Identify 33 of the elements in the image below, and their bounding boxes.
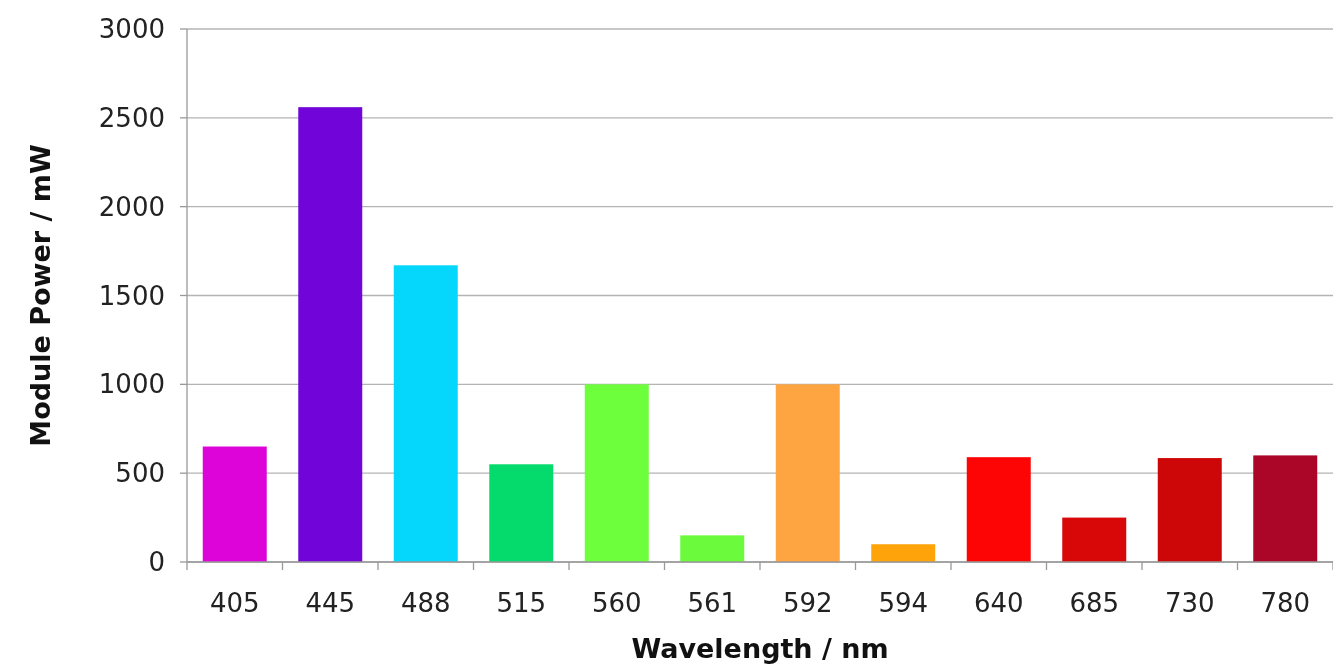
x-tick-label: 561 <box>687 588 738 618</box>
x-tick-label: 780 <box>1260 588 1311 618</box>
y-tick-label: 2500 <box>98 102 165 133</box>
x-tick-label: 515 <box>496 588 547 618</box>
y-tick-label: 1500 <box>98 280 165 311</box>
bar <box>298 107 363 562</box>
y-tick-label: 500 <box>115 458 165 489</box>
x-tick-label: 488 <box>400 588 451 618</box>
bar <box>1253 455 1318 562</box>
bar <box>680 535 745 562</box>
x-tick-label: 640 <box>973 588 1024 618</box>
bar <box>775 384 840 562</box>
x-axis-title: Wavelength / nm <box>631 633 889 664</box>
x-tick-label: 445 <box>305 588 356 618</box>
y-tick-label: 0 <box>148 547 165 578</box>
x-tick-label: 685 <box>1069 588 1120 618</box>
y-tick-label: 1000 <box>98 369 165 400</box>
x-tick-label: 594 <box>878 588 929 618</box>
y-axis-title: Module Power / mW <box>25 144 56 447</box>
bar <box>584 384 649 562</box>
bar <box>966 457 1031 562</box>
x-tick-label: 405 <box>209 588 260 618</box>
bar <box>393 265 458 562</box>
bar <box>202 446 267 562</box>
y-tick-label: 2000 <box>98 191 165 222</box>
bar <box>871 544 936 562</box>
bar <box>489 464 554 562</box>
bar <box>1062 517 1127 562</box>
x-tick-label: 560 <box>591 588 642 618</box>
x-tick-label: 592 <box>782 588 833 618</box>
bar <box>1157 458 1222 562</box>
x-tick-label: 730 <box>1164 588 1215 618</box>
y-tick-label: 3000 <box>98 14 165 45</box>
